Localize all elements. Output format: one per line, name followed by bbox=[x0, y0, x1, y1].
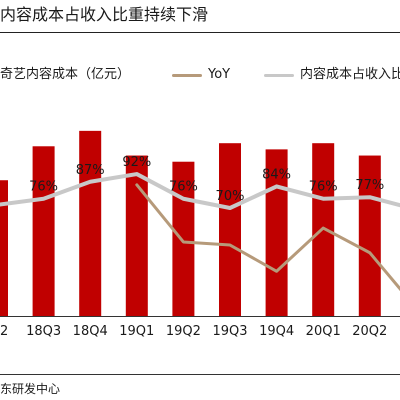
ratio-label-20Q2: 77% bbox=[355, 178, 384, 193]
ratio-point-20Q1 bbox=[322, 198, 324, 200]
ratio-point-19Q1 bbox=[136, 173, 138, 175]
x-tick-label-19Q1: 19Q1 bbox=[119, 324, 154, 339]
ratio-label-20Q1: 76% bbox=[309, 180, 338, 195]
ratio-point-19Q4 bbox=[276, 185, 278, 187]
yoy-point-20Q2 bbox=[369, 252, 371, 254]
legend-label-yoy: YoY bbox=[208, 67, 231, 82]
title-divider bbox=[0, 32, 400, 33]
legend-label-content-cost: 奇艺内容成本（亿元） bbox=[0, 67, 131, 82]
yoy-point-19Q2 bbox=[182, 241, 184, 243]
yoy-point-19Q1 bbox=[136, 184, 138, 186]
ratio-point-19Q3 bbox=[229, 207, 231, 209]
x-tick-label-19Q4: 19Q4 bbox=[259, 324, 294, 339]
chart-title: 内容成本占收入比重持续下滑 bbox=[0, 5, 209, 24]
bar-18Q2 bbox=[0, 180, 8, 316]
x-tick-label-18Q4: 18Q4 bbox=[73, 324, 108, 339]
bar-18Q4 bbox=[79, 130, 102, 316]
ratio-label-19Q3: 70% bbox=[216, 189, 245, 204]
legend-label-ratio: 内容成本占收入比 bbox=[300, 67, 400, 82]
ratio-point-19Q2 bbox=[182, 198, 184, 200]
ratio-point-18Q3 bbox=[43, 198, 45, 200]
bar-18Q3 bbox=[32, 146, 55, 316]
x-tick-label-18Q3: 18Q3 bbox=[26, 324, 61, 339]
bar-19Q1 bbox=[125, 155, 148, 316]
x-tick-label-19Q2: 19Q2 bbox=[166, 324, 201, 339]
ratio-label-18Q4: 87% bbox=[76, 163, 105, 178]
legend: 奇艺内容成本（亿元） YoY 内容成本占收入比 bbox=[0, 66, 400, 84]
source-note: 东研发中心 bbox=[0, 382, 61, 396]
yoy-point-20Q1 bbox=[322, 227, 324, 229]
legend-swatch-ratio bbox=[264, 74, 294, 77]
yoy-point-19Q4 bbox=[276, 270, 278, 272]
x-tick-label-19Q3: 19Q3 bbox=[212, 324, 247, 339]
x-tick-label-20Q1: 20Q1 bbox=[306, 324, 341, 339]
ratio-point-20Q2 bbox=[369, 196, 371, 198]
x-tick-label-18Q2: 2 bbox=[0, 324, 8, 339]
bar-19Q3 bbox=[219, 143, 241, 316]
ratio-label-19Q4: 84% bbox=[262, 167, 291, 182]
ratio-label-18Q3: 76% bbox=[29, 180, 58, 195]
ratio-label-19Q1: 92% bbox=[122, 155, 151, 170]
legend-swatch-yoy bbox=[172, 74, 202, 77]
ratio-line bbox=[0, 172, 400, 210]
ratio-point-18Q4 bbox=[89, 181, 91, 183]
ratio-label-19Q2: 76% bbox=[169, 180, 198, 195]
x-tick-label-20Q2: 20Q2 bbox=[352, 324, 387, 339]
yoy-point-19Q3 bbox=[229, 244, 231, 246]
